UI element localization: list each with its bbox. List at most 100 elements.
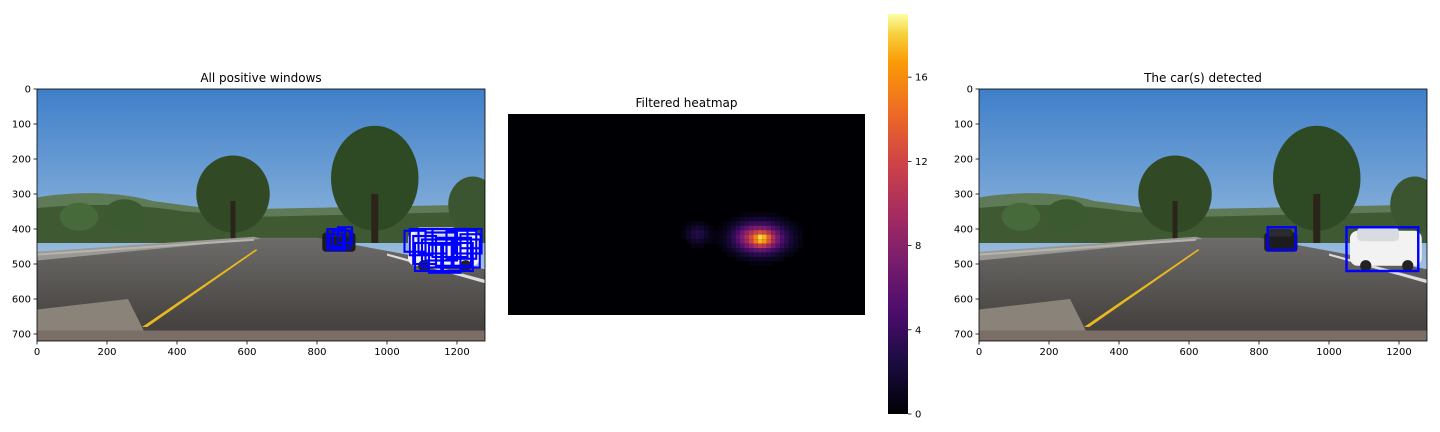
heat-cell: [740, 221, 745, 226]
heat-cell: [740, 212, 745, 217]
heat-cell: [695, 230, 700, 235]
panel2-title: Filtered heatmap: [635, 96, 738, 110]
heat-cell: [740, 225, 745, 231]
heat-cell: [717, 225, 723, 231]
heat-cell: [735, 234, 741, 240]
heat-cell: [789, 248, 794, 253]
y-tick-label: 500: [12, 260, 31, 271]
heat-cell: [771, 216, 776, 222]
heat-cell: [766, 243, 772, 248]
heat-cell: [793, 221, 799, 226]
heat-cell: [695, 234, 700, 240]
heat-cell: [775, 243, 781, 248]
heat-cell: [780, 252, 785, 257]
heat-cell: [775, 252, 781, 257]
heat-cell: [690, 243, 696, 248]
heat-cell: [740, 230, 745, 235]
heat-cell: [766, 234, 772, 240]
x-tick-label: 800: [1249, 347, 1268, 358]
heat-cell: [699, 234, 705, 240]
heat-cell: [766, 225, 772, 231]
x-tick-label: 400: [1109, 347, 1128, 358]
x-tick-label: 600: [237, 347, 256, 358]
heat-cell: [731, 216, 736, 222]
heat-cell: [731, 248, 736, 253]
heat-cell: [704, 221, 709, 226]
heat-cell: [757, 216, 763, 222]
heat-cell: [766, 221, 772, 226]
panel3-x-ticks: 0 200 400 600 800 1000 1200: [976, 341, 1412, 358]
heat-cell: [766, 216, 772, 222]
heat-cell: [740, 239, 745, 244]
heat-cell: [753, 225, 758, 231]
heat-cell: [766, 248, 772, 253]
y-tick-label: 300: [12, 190, 31, 201]
heat-cell: [726, 225, 732, 231]
heat-cell: [757, 243, 763, 248]
heat-cell: [762, 256, 767, 262]
heat-cell: [726, 239, 732, 244]
heat-cell: [771, 243, 776, 248]
heat-cell: [699, 239, 705, 244]
heat-cell: [757, 221, 763, 226]
heat-cell: [771, 248, 776, 253]
heat-cell: [748, 230, 754, 235]
x-tick-label: 1200: [1386, 347, 1411, 358]
heat-cell: [699, 221, 705, 226]
heat-cell: [722, 225, 727, 231]
window-box: [420, 238, 455, 269]
heat-cell: [775, 216, 781, 222]
heat-cell: [735, 248, 741, 253]
heat-cell: [793, 243, 799, 248]
heat-cell: [695, 239, 700, 244]
heat-cell: [731, 225, 736, 231]
heat-cell: [690, 225, 696, 231]
heat-cell: [704, 225, 709, 231]
colorbar-tick-label: 0: [915, 410, 921, 421]
heat-cell: [784, 243, 790, 248]
heat-cell: [748, 256, 754, 262]
heatmap-cells: [682, 212, 803, 266]
heat-cell: [771, 225, 776, 231]
panel1-x-ticks: 0 200 400 600 800 1000 1200: [34, 341, 470, 358]
panel1-image-axes: 0 200 400 600 800 1000 1200 0 100 200 300 400 500 60…: [12, 85, 486, 358]
heat-cell: [726, 230, 732, 235]
heat-cell: [753, 252, 758, 257]
heat-cell: [775, 225, 781, 231]
heat-cell: [766, 239, 772, 244]
heat-cell: [753, 216, 758, 222]
heat-cell: [744, 256, 749, 262]
colorbar-ticks: 0 4 8 12 16: [908, 73, 928, 421]
heat-cell: [789, 252, 794, 257]
heat-cell: [757, 212, 763, 217]
heat-cell: [766, 256, 772, 262]
heat-cell: [708, 225, 714, 231]
y-tick-label: 300: [954, 190, 973, 201]
heat-cell: [748, 216, 754, 222]
heat-cell: [704, 239, 709, 244]
heat-cell: [784, 248, 790, 253]
x-tick-label: 800: [307, 347, 326, 358]
heat-cell: [690, 234, 696, 240]
heat-cell: [762, 261, 767, 266]
panel1-y-ticks: 0 100 200 300 400 500 600 700: [12, 85, 37, 341]
heat-cell: [753, 256, 758, 262]
heat-cell: [780, 225, 785, 231]
y-tick-label: 0: [967, 85, 973, 96]
heat-cell: [726, 248, 732, 253]
heat-cell: [713, 230, 718, 235]
x-tick-label: 200: [97, 347, 116, 358]
heat-cell: [771, 252, 776, 257]
car-box: [1345, 226, 1420, 273]
heat-cell: [731, 239, 736, 244]
heat-cell: [722, 243, 727, 248]
panel3-title: The car(s) detected: [1144, 71, 1262, 85]
heat-cell: [686, 234, 691, 240]
heat-cell: [722, 248, 727, 253]
y-tick-label: 100: [954, 120, 973, 131]
heat-cell: [762, 221, 767, 226]
heat-cell: [757, 252, 763, 257]
x-tick-label: 0: [34, 347, 40, 358]
heat-cell: [771, 239, 776, 244]
heat-cell: [780, 234, 785, 240]
